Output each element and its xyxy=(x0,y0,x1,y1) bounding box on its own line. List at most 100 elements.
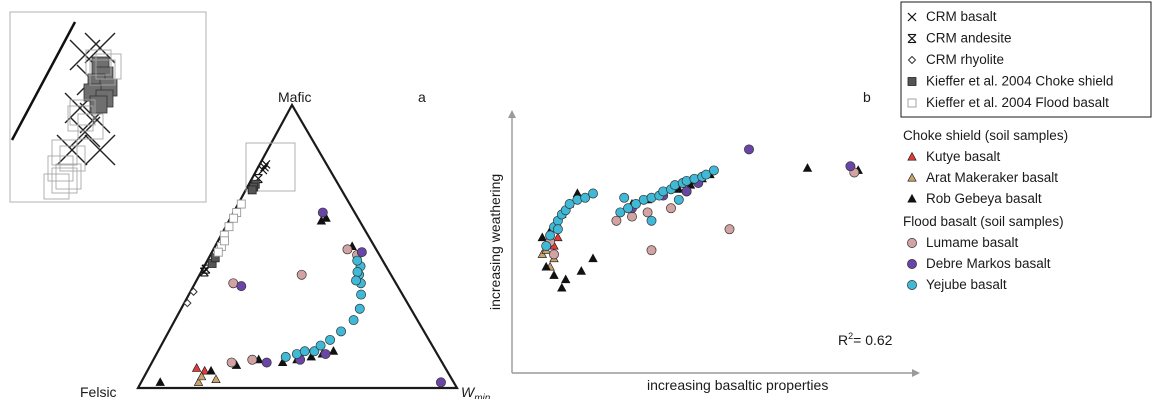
weathering-scatter xyxy=(508,110,920,377)
ternary-point-rob-gebeya-basalt xyxy=(277,357,288,367)
scatter-point-rob-gebeya-basalt xyxy=(802,163,813,172)
scatter-point-lumame-basalt xyxy=(666,203,676,214)
ternary-point-kieffer-et-al-2004-flood-basalt xyxy=(213,247,223,257)
legend-label-yejube-basalt: Yejube basalt xyxy=(926,277,1007,292)
legend-marker-crm-basalt xyxy=(907,12,917,22)
ternary-point-rob-gebeya-basalt xyxy=(328,346,339,355)
ternary-point-crm-rhyolite xyxy=(189,287,198,296)
ternary-point-lumame-basalt xyxy=(247,354,258,365)
legend-label-debre-markos-basalt: Debre Markos basalt xyxy=(926,256,1051,271)
inset-open-square xyxy=(69,99,96,126)
inset-open-square xyxy=(67,105,94,132)
inset-open-square xyxy=(85,49,112,76)
scatter-point-lumame-basalt xyxy=(642,207,653,218)
legend-label-arat-makeraker-basalt: Arat Makeraker basalt xyxy=(926,170,1058,185)
legend-marker-crm-andesite xyxy=(907,33,917,44)
ternary-point-yejube-basalt xyxy=(325,334,336,345)
scatter-ylabel: increasing weathering xyxy=(487,174,503,310)
ternary-point-kieffer-et-al-2004-flood-basalt xyxy=(220,236,229,246)
r2-annotation: R2= 0.62 xyxy=(838,331,893,348)
ternary-point-debre-markos-basalt xyxy=(435,377,446,388)
panel-b-label: b xyxy=(863,89,871,105)
legend-label-crm-basalt: CRM basalt xyxy=(926,9,997,24)
ternary-point-yejube-basalt xyxy=(299,346,310,357)
scatter-point-yejube-basalt xyxy=(708,165,719,176)
ternary-point-crm-basalt xyxy=(261,160,271,169)
inset-cross xyxy=(84,134,116,166)
ternary-point-arat-makeraker-basalt xyxy=(196,371,207,381)
ternary-point-yejube-basalt xyxy=(336,326,347,337)
scatter-point-lumame-basalt xyxy=(724,224,735,235)
r2-value: = 0.62 xyxy=(853,332,893,348)
scatter-point-rob-gebeya-basalt xyxy=(537,232,548,242)
ternary-point-yejube-basalt xyxy=(280,351,291,362)
scatter-y-arrowhead xyxy=(508,110,516,118)
scatter-point-debre-markos-basalt xyxy=(681,186,692,197)
panel-a-label: a xyxy=(418,89,426,105)
ternary-point-kieffer-et-al-2004-flood-basalt xyxy=(229,213,239,223)
legend-label-crm-rhyolite: CRM rhyolite xyxy=(926,52,1004,67)
ternary-point-crm-rhyolite xyxy=(183,298,192,308)
scatter-point-yejube-basalt xyxy=(701,169,712,180)
ternary-point-kieffer-et-al-2004-flood-basalt xyxy=(236,199,246,209)
ternary-point-yejube-basalt xyxy=(315,340,326,351)
scatter-point-debre-markos-basalt xyxy=(845,161,856,172)
scatter-point-yejube-basalt xyxy=(630,199,641,209)
ternary-point-yejube-basalt xyxy=(352,255,363,266)
scatter-point-arat-makeraker-basalt xyxy=(537,249,548,258)
ternary-point-arat-makeraker-basalt xyxy=(193,377,204,386)
inset-open-square xyxy=(47,155,74,182)
scatter-point-rob-gebeya-basalt xyxy=(576,266,587,275)
inset-edge-line xyxy=(10,21,77,141)
ternary-point-kieffer-et-al-2004-flood-basalt xyxy=(224,222,234,232)
scatter-point-yejube-basalt xyxy=(673,194,684,205)
scatter-point-rob-gebeya-basalt xyxy=(588,253,598,263)
legend-box xyxy=(900,1,1152,118)
ternary-point-yejube-basalt xyxy=(348,315,359,326)
inset-open-square xyxy=(95,53,122,80)
ternary-point-kieffer-et-al-2004-choke-shield xyxy=(247,185,257,195)
ternary-point-debre-markos-basalt xyxy=(261,357,272,368)
legend-marker-kutye-basalt xyxy=(907,151,917,161)
r2-sup: 2 xyxy=(848,331,853,341)
inset-zoom xyxy=(9,11,207,203)
scatter-point-lumame-basalt xyxy=(549,249,559,260)
legend-label-lumame-basalt: Lumame basalt xyxy=(926,235,1019,250)
scatter-point-yejube-basalt xyxy=(580,192,591,203)
scatter-point-yejube-basalt xyxy=(552,224,563,235)
scatter-point-yejube-basalt xyxy=(619,192,630,203)
legend-choke-heading: Choke shield (soil samples) xyxy=(903,128,1068,143)
scatter-point-yejube-basalt xyxy=(588,188,598,199)
ternary-point-yejube-basalt xyxy=(309,346,320,357)
scatter-point-rob-gebeya-basalt xyxy=(560,274,571,284)
legend-marker-yejube-basalt xyxy=(907,280,917,290)
legend-marker-kieffer-et-al-2004-choke-shield xyxy=(907,77,917,86)
ternary-triangle xyxy=(136,102,459,390)
legend-marker-debre-markos-basalt xyxy=(907,259,917,269)
scatter-point-yejube-basalt xyxy=(646,215,657,226)
ternary-point-yejube-basalt xyxy=(356,289,367,300)
ternary-point-rob-gebeya-basalt xyxy=(321,213,331,222)
r2-main: R xyxy=(838,332,848,348)
legend: CRM basalt CRM andesite CRM rhyolite Kieffe… xyxy=(903,9,1113,292)
scatter-point-yejube-basalt xyxy=(615,207,626,218)
ternary-point-rob-gebeya-basalt xyxy=(206,365,216,375)
ternary-point-crm-basalt xyxy=(260,162,269,172)
ternary-right-label-sub: min xyxy=(474,393,491,399)
scatter-point-kutye-basalt xyxy=(553,232,563,242)
inset-open-square xyxy=(51,139,78,166)
ternary-point-lumame-basalt xyxy=(296,269,307,280)
scatter-point-rob-gebeya-basalt xyxy=(541,261,551,271)
scatter-x-arrowhead xyxy=(912,369,920,377)
legend-label-kieffer-et-al-2004-flood-basalt: Kieffer et al. 2004 Flood basalt xyxy=(926,95,1109,110)
ternary-point-kutye-basalt xyxy=(191,363,202,372)
ternary-point-debre-markos-basalt xyxy=(236,281,247,292)
ternary-point-rob-gebeya-basalt xyxy=(306,351,316,361)
scatter-point-yejube-basalt xyxy=(541,241,552,251)
ternary-top-label: Mafic xyxy=(278,89,311,105)
legend-flood-heading: Flood basalt (soil samples) xyxy=(903,214,1064,229)
inset-open-square xyxy=(77,113,104,140)
inset-cross xyxy=(84,32,116,64)
legend-marker-rob-gebeya-basalt xyxy=(907,193,917,203)
ternary-point-yejube-basalt xyxy=(354,303,365,314)
